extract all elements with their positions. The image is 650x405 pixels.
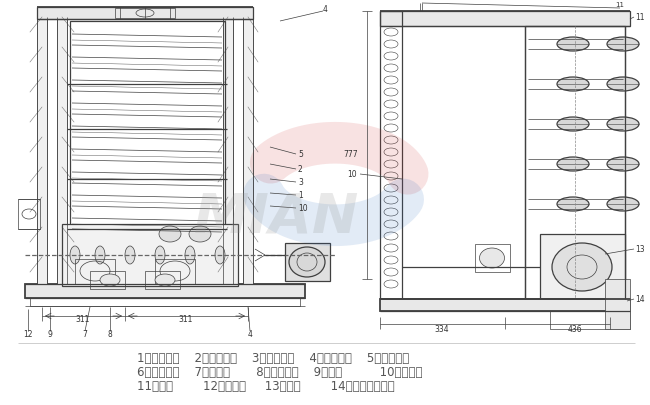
Bar <box>525 27 625 299</box>
Text: 311: 311 <box>76 314 90 323</box>
Text: 10: 10 <box>347 170 357 179</box>
Text: 6、小斜齿轮    7、凸轮轴       8、大斜齿轮    9、凸轮          10、跳动杆: 6、小斜齿轮 7、凸轮轴 8、大斜齿轮 9、凸轮 10、跳动杆 <box>137 365 422 378</box>
Ellipse shape <box>607 78 639 92</box>
Text: 10: 10 <box>298 204 307 213</box>
Bar <box>90 271 125 289</box>
Text: 14: 14 <box>635 295 645 304</box>
Ellipse shape <box>159 226 181 243</box>
Ellipse shape <box>70 246 80 264</box>
Text: 12: 12 <box>23 330 32 339</box>
Bar <box>30 298 300 306</box>
Ellipse shape <box>557 78 589 92</box>
Text: 334: 334 <box>435 324 449 333</box>
Ellipse shape <box>155 274 175 286</box>
Bar <box>475 244 510 272</box>
Bar <box>57 18 67 284</box>
Bar <box>37 18 47 284</box>
Bar <box>37 8 253 20</box>
Ellipse shape <box>215 246 225 264</box>
Ellipse shape <box>125 246 135 264</box>
Bar <box>62 224 238 286</box>
Ellipse shape <box>480 248 504 269</box>
Text: 9: 9 <box>47 330 53 339</box>
Bar <box>243 18 253 284</box>
Ellipse shape <box>185 246 195 264</box>
Bar <box>380 299 630 311</box>
Bar <box>155 259 195 284</box>
Ellipse shape <box>607 118 639 132</box>
Text: 11: 11 <box>616 2 625 8</box>
Ellipse shape <box>155 246 165 264</box>
Bar <box>70 22 225 252</box>
Ellipse shape <box>557 38 589 52</box>
Bar <box>115 9 175 19</box>
Ellipse shape <box>100 274 120 286</box>
Text: 4: 4 <box>248 330 252 339</box>
Ellipse shape <box>552 243 612 291</box>
Text: 436: 436 <box>567 324 582 333</box>
Text: 11: 11 <box>635 13 645 22</box>
Text: 1、传动主轴    2、小斜齿轮    3、大斜齿轮    4、上偏心轮    5、下偏心轮: 1、传动主轴 2、小斜齿轮 3、大斜齿轮 4、上偏心轮 5、下偏心轮 <box>137 351 410 364</box>
Bar <box>605 279 630 329</box>
Bar <box>380 12 630 27</box>
Ellipse shape <box>289 247 325 277</box>
Bar <box>223 18 233 284</box>
Text: 777: 777 <box>343 150 358 159</box>
Text: 5: 5 <box>298 150 303 159</box>
Bar <box>285 243 330 281</box>
Ellipse shape <box>557 158 589 172</box>
Ellipse shape <box>189 226 211 243</box>
Bar <box>550 311 630 329</box>
Text: 7: 7 <box>83 330 88 339</box>
Ellipse shape <box>95 246 105 264</box>
Text: 3: 3 <box>298 178 303 187</box>
Text: MIAN: MIAN <box>194 190 359 244</box>
Ellipse shape <box>607 38 639 52</box>
Text: 11、锤铁        12、用油器     13、螺塔        14、自动停车装置: 11、锤铁 12、用油器 13、螺塔 14、自动停车装置 <box>137 379 395 392</box>
Ellipse shape <box>557 118 589 132</box>
Text: 1: 1 <box>298 191 303 200</box>
Bar <box>18 200 40 230</box>
Bar <box>25 284 305 298</box>
Text: 13: 13 <box>635 245 645 254</box>
Bar <box>75 259 115 284</box>
Text: 8: 8 <box>108 330 112 339</box>
Bar <box>540 234 625 299</box>
Ellipse shape <box>607 198 639 211</box>
Ellipse shape <box>607 158 639 172</box>
Text: 2: 2 <box>298 165 303 174</box>
Text: 4: 4 <box>322 6 328 15</box>
Bar <box>145 271 180 289</box>
Ellipse shape <box>557 198 589 211</box>
Text: 311: 311 <box>179 314 193 323</box>
Bar <box>380 12 402 299</box>
